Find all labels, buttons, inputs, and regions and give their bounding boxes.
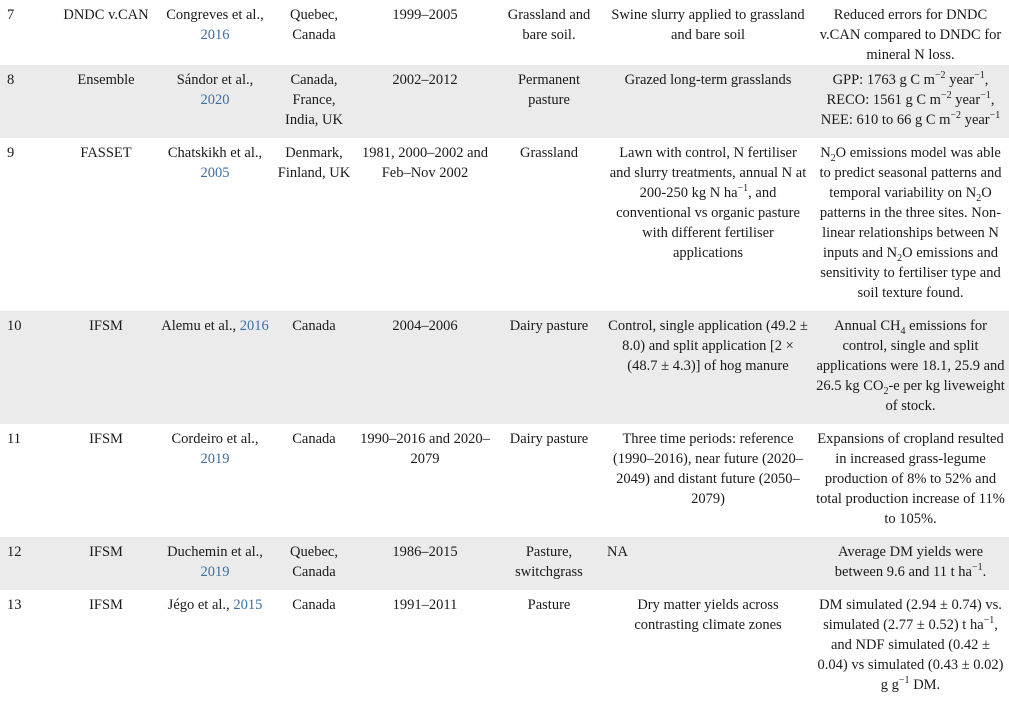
treatments-cell: Dry matter yields across contrasting cli… <box>634 597 782 633</box>
location-cell: Canada <box>292 431 336 447</box>
system-cell: Grassland and bare soil. <box>507 7 591 43</box>
row-number: 13 <box>7 597 22 613</box>
findings-line-reco: RECO: 1561 g C m−2 year−1, <box>826 90 995 108</box>
reference-cell: Alemu et al., 2016 <box>158 311 272 424</box>
row-number: 12 <box>0 537 54 590</box>
reference-authors: Duchemin et al., <box>167 544 263 560</box>
reference-authors: Chatskikh et al., <box>167 145 263 161</box>
reference-authors: Cordeiro et al., <box>171 431 259 447</box>
period-cell: 1991–2011 <box>392 597 458 613</box>
reference-cell: Sándor et al., 2020 <box>158 65 272 138</box>
reference-authors: Sándor et al., <box>176 72 254 88</box>
model-cell: IFSM <box>54 537 158 590</box>
treatments-cell: Three time periods: reference (1990–2016… <box>612 431 804 507</box>
location-cell: Denmark, Finland, UK <box>277 145 351 181</box>
model-cell: FASSET <box>80 145 132 161</box>
reference-authors: Alemu et al., <box>161 318 240 334</box>
location-cell: Quebec, Canada <box>290 7 338 43</box>
location-cell: Quebec, Canada <box>272 537 356 590</box>
treatments-cell: Lawn with control, N fertiliser and slur… <box>609 145 807 261</box>
citation-link[interactable]: 2020 <box>200 92 230 108</box>
findings-cell: GPP: 1763 g C m−2 year−1, RECO: 1561 g C… <box>812 65 1009 138</box>
table-row: 7 DNDC v.CAN Congreves et al., 2016 Queb… <box>0 0 1009 65</box>
period-cell: 2004–2006 <box>356 311 494 424</box>
reference-cell: Cordeiro et al., 2019 <box>158 424 272 537</box>
system-cell: Permanent pasture <box>494 65 604 138</box>
model-cell: Ensemble <box>54 65 158 138</box>
period-cell: 1981, 2000–2002 and Feb–Nov 2002 <box>361 145 489 181</box>
period-cell: 1986–2015 <box>356 537 494 590</box>
citation-link[interactable]: 2019 <box>200 564 230 580</box>
findings-cell: N2O emissions model was able to predict … <box>819 145 1002 301</box>
treatments-cell: Grazed long-term grasslands <box>604 65 812 138</box>
model-cell: DNDC v.CAN <box>63 7 149 23</box>
system-cell: Pasture <box>527 597 571 613</box>
system-cell: Pasture, switchgrass <box>494 537 604 590</box>
treatments-cell: Swine slurry applied to grassland and ba… <box>611 7 805 43</box>
row-number: 9 <box>7 145 15 161</box>
reference-cell: Duchemin et al., 2019 <box>158 537 272 590</box>
table-row: 9 FASSET Chatskikh et al., 2005 Denmark,… <box>0 138 1009 311</box>
location-cell: Canada <box>272 311 356 424</box>
reference-authors: Jégo et al., <box>167 597 234 613</box>
reference-cell: Jégo et al., 2015 <box>158 590 272 695</box>
model-cell: IFSM <box>54 311 158 424</box>
findings-line-nee: NEE: 610 to 66 g C m−2 year−1 <box>820 110 1001 128</box>
treatments-cell: Control, single application (49.2 ± 8.0)… <box>604 311 812 424</box>
reference-cell: Chatskikh et al., 2005 <box>158 138 272 311</box>
location-cell: Canada <box>292 597 336 613</box>
findings-cell: Expansions of cropland resulted in incre… <box>816 431 1005 527</box>
findings-cell: Reduced errors for DNDC v.CAN compared t… <box>819 7 1002 63</box>
model-review-table: 7 DNDC v.CAN Congreves et al., 2016 Queb… <box>0 0 1009 695</box>
period-cell: 1990–2016 and 2020–2079 <box>360 431 490 467</box>
citation-link[interactable]: 2015 <box>233 597 263 613</box>
findings-cell: Annual CH4 emissions for control, single… <box>812 311 1009 424</box>
table-row: 13 IFSM Jégo et al., 2015 Canada 1991–20… <box>0 590 1009 695</box>
row-number: 10 <box>0 311 54 424</box>
model-cell: IFSM <box>89 597 123 613</box>
model-cell: IFSM <box>89 431 123 447</box>
reference-cell: Congreves et al., 2016 <box>158 0 272 65</box>
citation-link[interactable]: 2016 <box>239 318 269 334</box>
location-cell: Canada, France, India, UK <box>272 65 356 138</box>
citation-link[interactable]: 2005 <box>200 165 230 181</box>
row-number: 11 <box>7 431 21 447</box>
table-row: 11 IFSM Cordeiro et al., 2019 Canada 199… <box>0 424 1009 537</box>
row-number: 7 <box>7 7 15 23</box>
row-number: 8 <box>0 65 54 138</box>
findings-cell: Average DM yields were between 9.6 and 1… <box>812 537 1009 590</box>
period-cell: 1999–2005 <box>392 7 458 23</box>
findings-cell: DM simulated (2.94 ± 0.74) vs. simulated… <box>817 597 1004 693</box>
table-row: 8 Ensemble Sándor et al., 2020 Canada, F… <box>0 65 1009 138</box>
system-cell: Grassland <box>520 145 578 161</box>
citation-link[interactable]: 2016 <box>200 27 230 43</box>
table-row: 12 IFSM Duchemin et al., 2019 Quebec, Ca… <box>0 537 1009 590</box>
citation-link[interactable]: 2019 <box>200 451 230 467</box>
findings-line-gpp: GPP: 1763 g C m−2 year−1, <box>832 70 989 88</box>
treatments-cell: NA <box>604 537 812 590</box>
system-cell: Dairy pasture <box>494 311 604 424</box>
reference-authors: Congreves et al., <box>166 7 264 23</box>
period-cell: 2002–2012 <box>356 65 494 138</box>
system-cell: Dairy pasture <box>509 431 589 447</box>
table-row: 10 IFSM Alemu et al., 2016 Canada 2004–2… <box>0 311 1009 424</box>
